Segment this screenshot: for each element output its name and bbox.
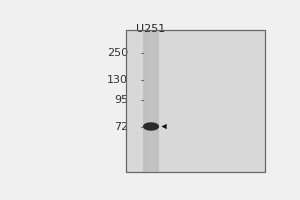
Bar xyxy=(142,30,143,172)
Bar xyxy=(144,30,145,172)
Bar xyxy=(126,30,266,172)
Bar xyxy=(145,30,146,172)
Bar xyxy=(148,30,149,172)
Bar xyxy=(154,30,155,172)
Bar xyxy=(146,30,147,172)
Bar xyxy=(142,30,159,172)
Bar xyxy=(153,30,154,172)
Bar xyxy=(149,30,150,172)
Polygon shape xyxy=(161,124,166,129)
Ellipse shape xyxy=(143,122,159,131)
Bar xyxy=(155,30,156,172)
Text: 130: 130 xyxy=(107,75,128,85)
Bar xyxy=(143,30,144,172)
Bar xyxy=(151,30,152,172)
Bar xyxy=(147,30,148,172)
Text: U251: U251 xyxy=(136,24,166,34)
Bar xyxy=(156,30,157,172)
Bar xyxy=(157,30,158,172)
Text: 95: 95 xyxy=(114,95,128,105)
Bar xyxy=(126,30,266,172)
Bar xyxy=(150,30,151,172)
Bar xyxy=(152,30,153,172)
Text: 250: 250 xyxy=(107,48,128,58)
Bar xyxy=(158,30,159,172)
Text: 72: 72 xyxy=(114,122,128,132)
